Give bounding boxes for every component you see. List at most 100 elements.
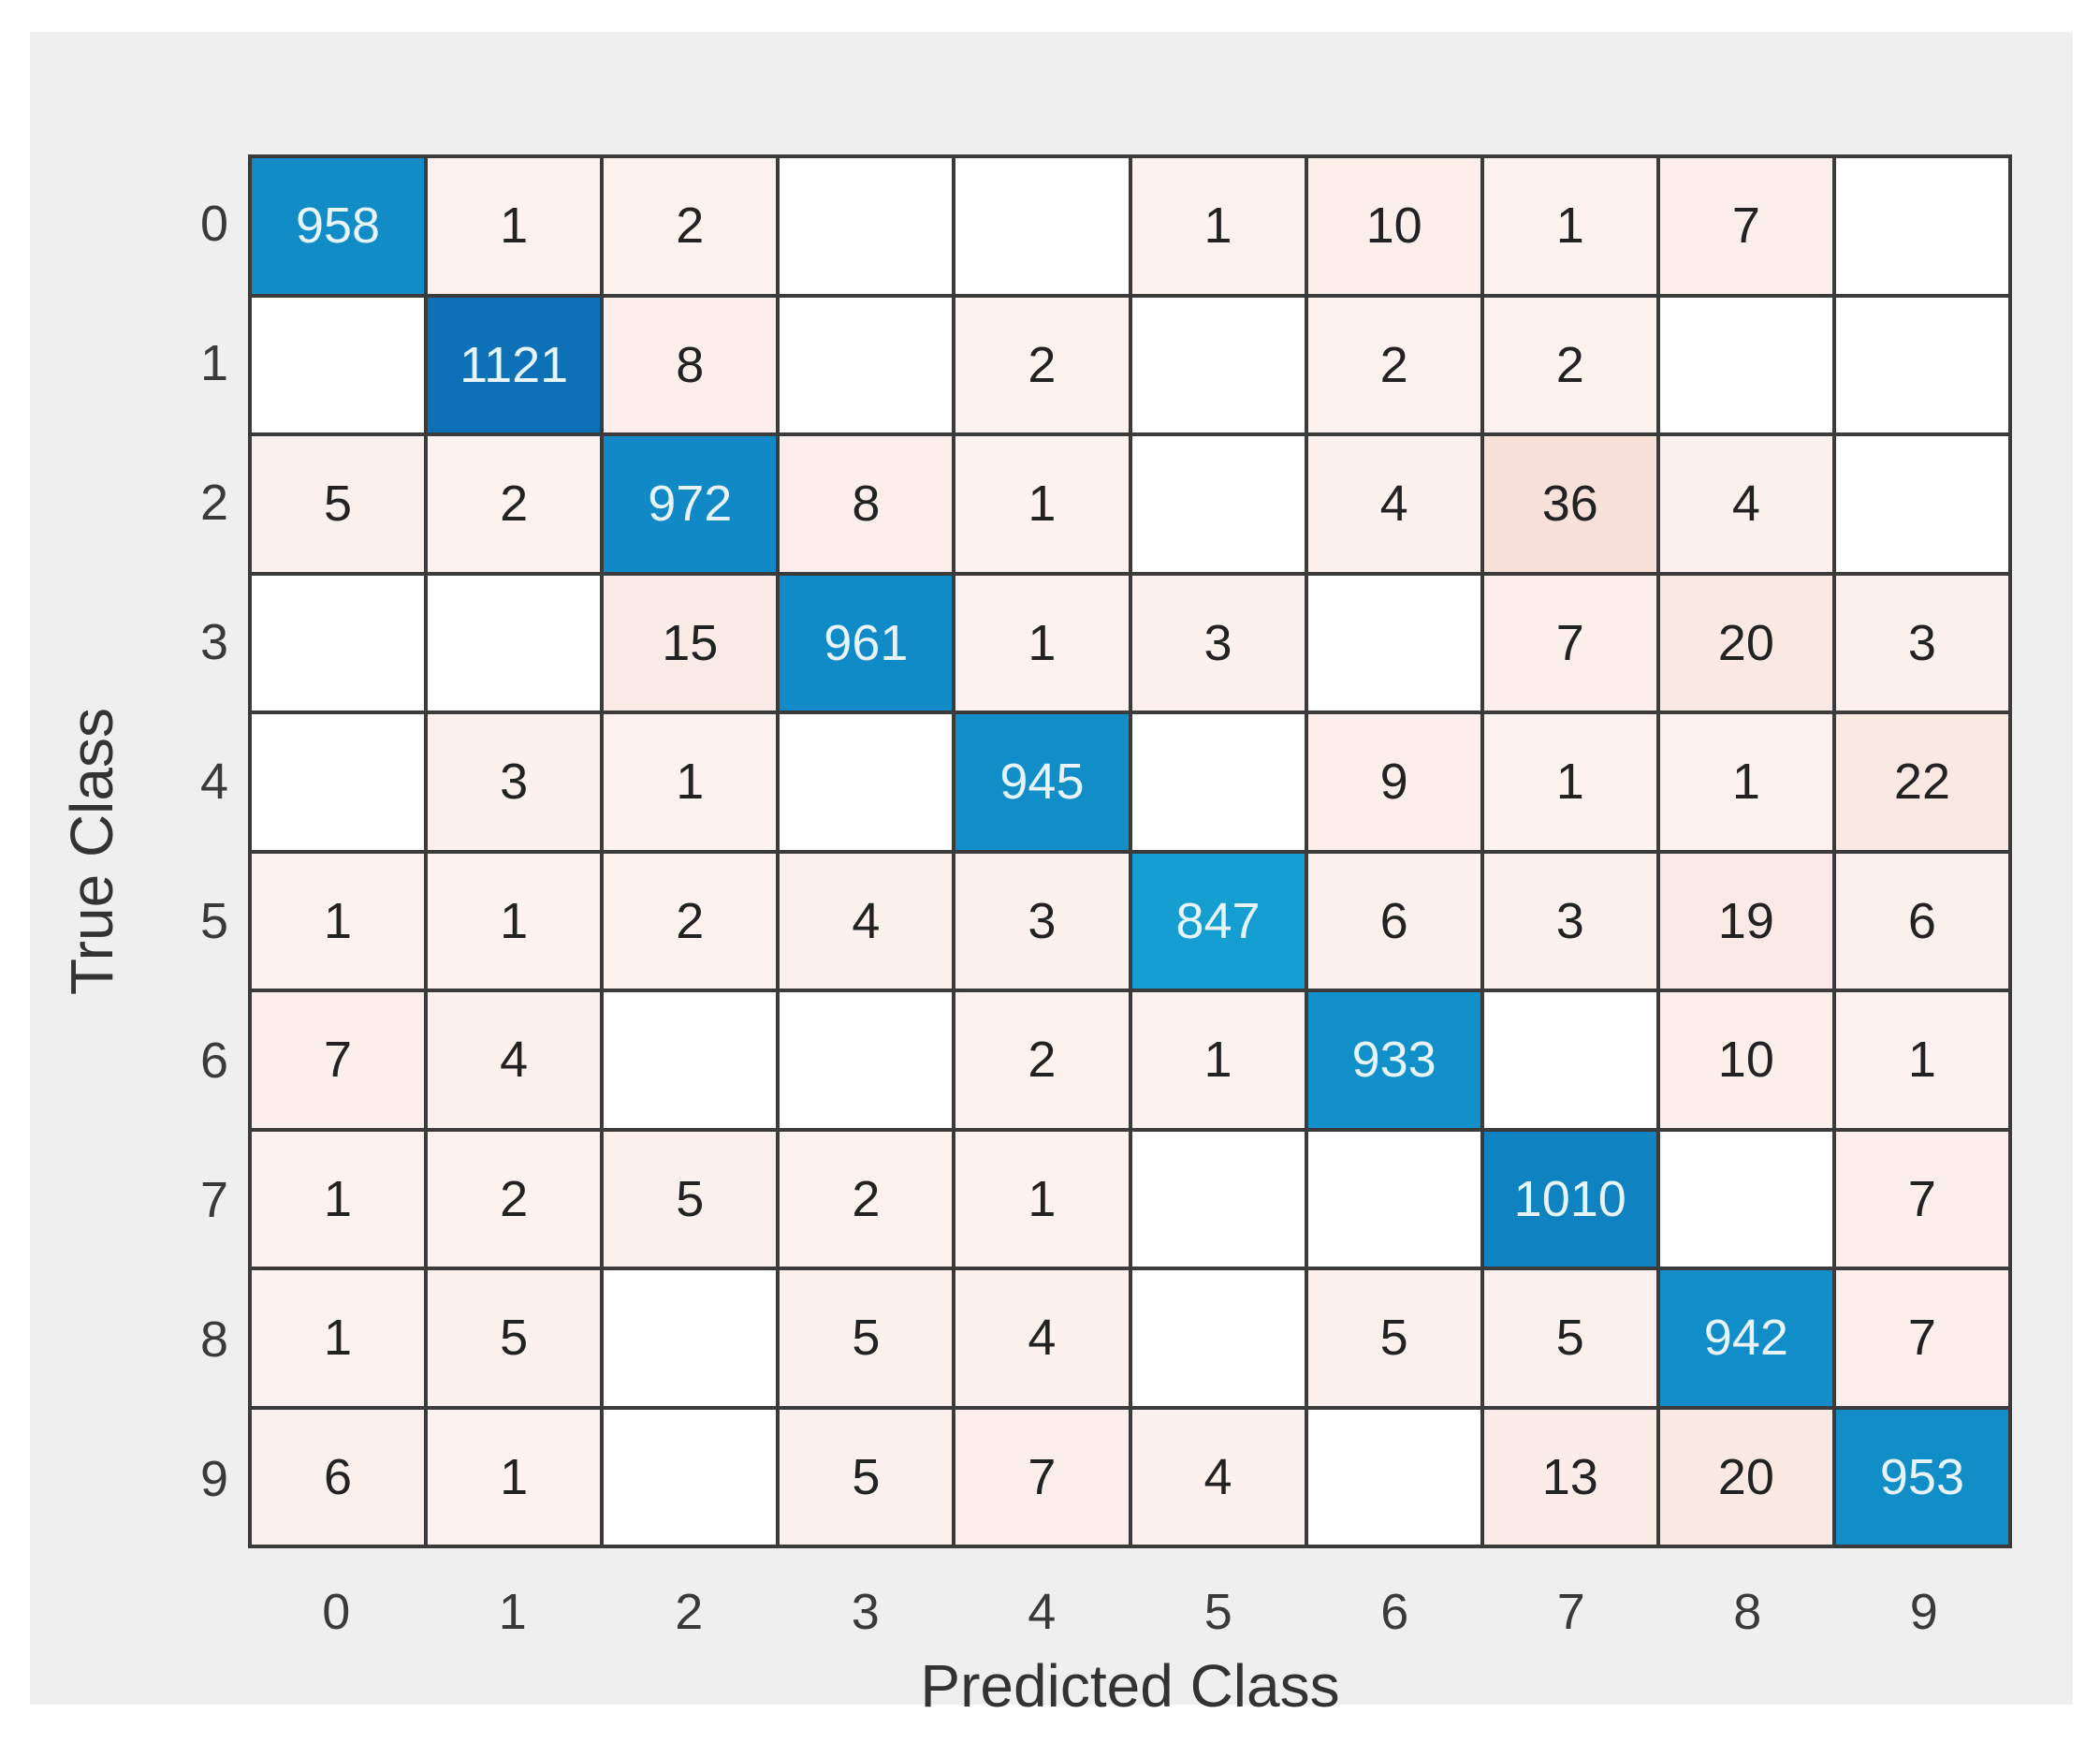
matrix-cell: 3 — [955, 853, 1129, 989]
x-tick-label: 3 — [851, 1584, 880, 1640]
matrix-cell — [780, 158, 953, 294]
x-tick-label: 7 — [1556, 1584, 1585, 1640]
matrix-cell — [604, 1270, 777, 1406]
matrix-cell: 958 — [252, 158, 425, 294]
matrix-cell: 4 — [428, 992, 601, 1128]
matrix-cell: 1121 — [428, 297, 601, 432]
matrix-cell — [780, 714, 953, 850]
matrix-cell — [1835, 297, 2008, 432]
matrix-cell: 15 — [604, 575, 777, 710]
matrix-cell: 13 — [1483, 1409, 1656, 1545]
matrix-cell: 6 — [252, 1409, 425, 1545]
matrix-cell: 1 — [428, 853, 601, 989]
matrix-cell: 7 — [1835, 1270, 2008, 1406]
matrix-cell — [1483, 992, 1656, 1128]
x-tick-label: 6 — [1380, 1584, 1409, 1640]
matrix-cell: 4 — [1659, 436, 1832, 572]
matrix-cell: 1 — [1483, 158, 1656, 294]
confusion-matrix-grid: 958 1 2 1 10 1 7 1121 8 2 2 2 5 2 972 8 1 4 36 4 15 961 1 3 7 20 3… — [248, 154, 2012, 1548]
x-tick-label: 5 — [1203, 1584, 1232, 1640]
matrix-cell — [1307, 1131, 1480, 1267]
matrix-cell — [1307, 1409, 1480, 1545]
matrix-cell — [1307, 575, 1480, 710]
matrix-cell: 1 — [252, 1270, 425, 1406]
matrix-cell: 1 — [1835, 992, 2008, 1128]
matrix-cell: 1 — [1659, 714, 1832, 850]
matrix-cell: 5 — [1483, 1270, 1656, 1406]
matrix-cell: 945 — [955, 714, 1129, 850]
y-tick-label: 8 — [199, 1311, 228, 1368]
matrix-cell: 8 — [604, 297, 777, 432]
y-tick-label: 0 — [199, 196, 228, 253]
matrix-cell: 7 — [1835, 1131, 2008, 1267]
matrix-cell: 961 — [780, 575, 953, 710]
matrix-cell: 22 — [1835, 714, 2008, 850]
matrix-cell: 2 — [955, 297, 1129, 432]
matrix-cell: 4 — [955, 1270, 1129, 1406]
matrix-cell: 3 — [428, 714, 601, 850]
matrix-cell — [1835, 158, 2008, 294]
matrix-cell — [604, 1409, 777, 1545]
matrix-cell — [780, 297, 953, 432]
matrix-cell: 6 — [1835, 853, 2008, 989]
matrix-cell: 1 — [428, 1409, 601, 1545]
matrix-cell: 1 — [955, 436, 1129, 572]
y-axis-label-text: True Class — [58, 707, 125, 996]
y-tick-label: 5 — [199, 892, 228, 949]
matrix-cell: 10 — [1659, 992, 1832, 1128]
matrix-cell: 5 — [604, 1131, 777, 1267]
matrix-cell — [428, 575, 601, 710]
x-tick-label: 4 — [1028, 1584, 1057, 1640]
matrix-cell: 2 — [604, 158, 777, 294]
matrix-cell: 1 — [955, 1131, 1129, 1267]
matrix-cell: 1 — [1131, 158, 1305, 294]
matrix-cell: 1 — [604, 714, 777, 850]
matrix-cell — [1131, 1131, 1305, 1267]
matrix-cell: 20 — [1659, 575, 1832, 710]
matrix-cell: 7 — [1483, 575, 1656, 710]
matrix-cell: 6 — [1307, 853, 1480, 989]
matrix-cell: 933 — [1307, 992, 1480, 1128]
matrix-cell: 1 — [428, 158, 601, 294]
matrix-cell — [955, 158, 1129, 294]
y-tick-label: 7 — [199, 1171, 228, 1228]
matrix-cell: 1 — [1131, 992, 1305, 1128]
matrix-cell: 2 — [955, 992, 1129, 1128]
x-axis-label: Predicted Class — [920, 1652, 1340, 1720]
x-axis-ticks: 0 1 2 3 4 5 6 7 8 9 — [248, 1573, 2012, 1651]
matrix-cell: 2 — [604, 853, 777, 989]
matrix-cell: 4 — [780, 853, 953, 989]
matrix-cell — [780, 992, 953, 1128]
x-tick-label: 2 — [675, 1584, 704, 1640]
matrix-cell: 10 — [1307, 158, 1480, 294]
matrix-cell — [1131, 714, 1305, 850]
matrix-cell: 2 — [428, 1131, 601, 1267]
matrix-cell: 5 — [780, 1270, 953, 1406]
matrix-cell: 36 — [1483, 436, 1656, 572]
y-tick-label: 9 — [199, 1450, 228, 1507]
matrix-cell: 1010 — [1483, 1131, 1656, 1267]
matrix-cell: 7 — [955, 1409, 1129, 1545]
matrix-cell: 1 — [252, 853, 425, 989]
matrix-cell: 1 — [1483, 714, 1656, 850]
matrix-cell: 9 — [1307, 714, 1480, 850]
matrix-cell — [252, 714, 425, 850]
matrix-cell: 3 — [1835, 575, 2008, 710]
matrix-cell: 2 — [1307, 297, 1480, 432]
matrix-cell: 1 — [252, 1131, 425, 1267]
y-tick-label: 3 — [199, 614, 228, 671]
matrix-cell — [1835, 436, 2008, 572]
matrix-cell — [604, 992, 777, 1128]
x-tick-label: 8 — [1733, 1584, 1762, 1640]
matrix-cell: 8 — [780, 436, 953, 572]
matrix-cell: 942 — [1659, 1270, 1832, 1406]
y-tick-label: 6 — [199, 1032, 228, 1089]
matrix-cell: 3 — [1131, 575, 1305, 710]
matrix-cell — [1131, 297, 1305, 432]
matrix-cell: 2 — [428, 436, 601, 572]
matrix-cell: 847 — [1131, 853, 1305, 989]
matrix-cell: 972 — [604, 436, 777, 572]
matrix-cell — [1659, 297, 1832, 432]
matrix-cell: 1 — [955, 575, 1129, 710]
matrix-cell: 2 — [1483, 297, 1656, 432]
